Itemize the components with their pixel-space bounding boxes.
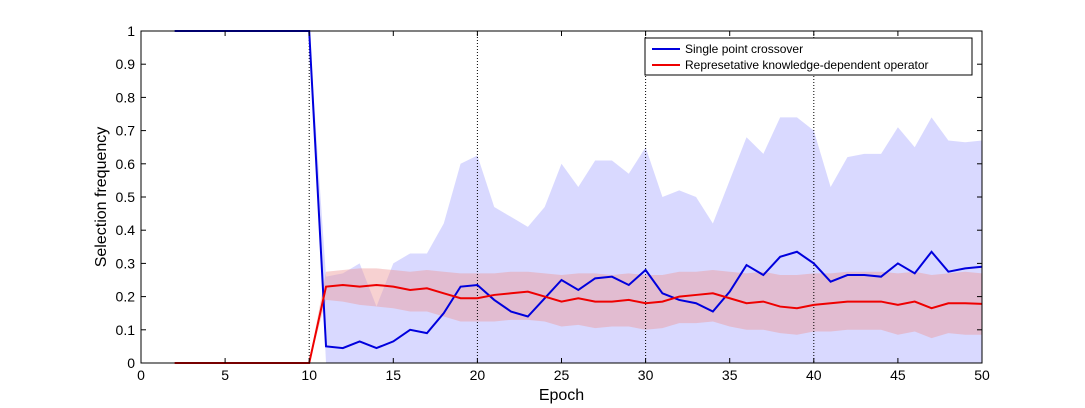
confidence-bands xyxy=(174,31,982,363)
legend: Single point crossover Represetative kno… xyxy=(644,37,973,76)
y-tick-label: 0.7 xyxy=(116,123,136,139)
y-tick-label: 0.9 xyxy=(116,56,136,72)
legend-box xyxy=(644,37,973,76)
axis-ticks: 0 5 10 15 20 25 30 35 40 45 50 0 0.1 0.2 0.3 0.4 0.5 0.6 0… xyxy=(116,23,990,383)
legend-label-knowledge-dependent-operator: Represetative knowledge-dependent operat… xyxy=(685,58,929,72)
y-tick-label: 0.2 xyxy=(116,289,136,305)
y-axis-title: Selection frequency xyxy=(93,127,110,268)
x-tick-label: 25 xyxy=(554,367,570,383)
x-tick-label: 35 xyxy=(722,367,738,383)
y-tick-label: 0.6 xyxy=(116,156,136,172)
y-tick-label: 0 xyxy=(127,355,135,371)
y-tick-label: 0.4 xyxy=(116,222,136,238)
reference-lines xyxy=(308,31,815,363)
y-tick-label: 0.8 xyxy=(116,89,136,105)
x-tick-label: 15 xyxy=(386,367,402,383)
x-tick-label: 20 xyxy=(470,367,486,383)
legend-label-single-point-crossover: Single point crossover xyxy=(685,42,803,56)
x-tick-label: 10 xyxy=(301,367,317,383)
x-tick-label: 40 xyxy=(806,367,822,383)
band-series-0 xyxy=(174,31,982,363)
y-tick-label: 0.3 xyxy=(116,255,136,271)
x-tick-label: 0 xyxy=(137,367,145,383)
band-series-1 xyxy=(174,268,982,363)
y-tick-label: 0.1 xyxy=(116,322,136,338)
x-tick-label: 50 xyxy=(974,367,990,383)
x-tick-label: 30 xyxy=(638,367,654,383)
x-tick-label: 45 xyxy=(890,367,906,383)
x-tick-label: 5 xyxy=(221,367,229,383)
y-tick-label: 1 xyxy=(127,23,135,39)
x-axis-title: Epoch xyxy=(539,387,584,404)
y-tick-label: 0.5 xyxy=(116,189,136,205)
